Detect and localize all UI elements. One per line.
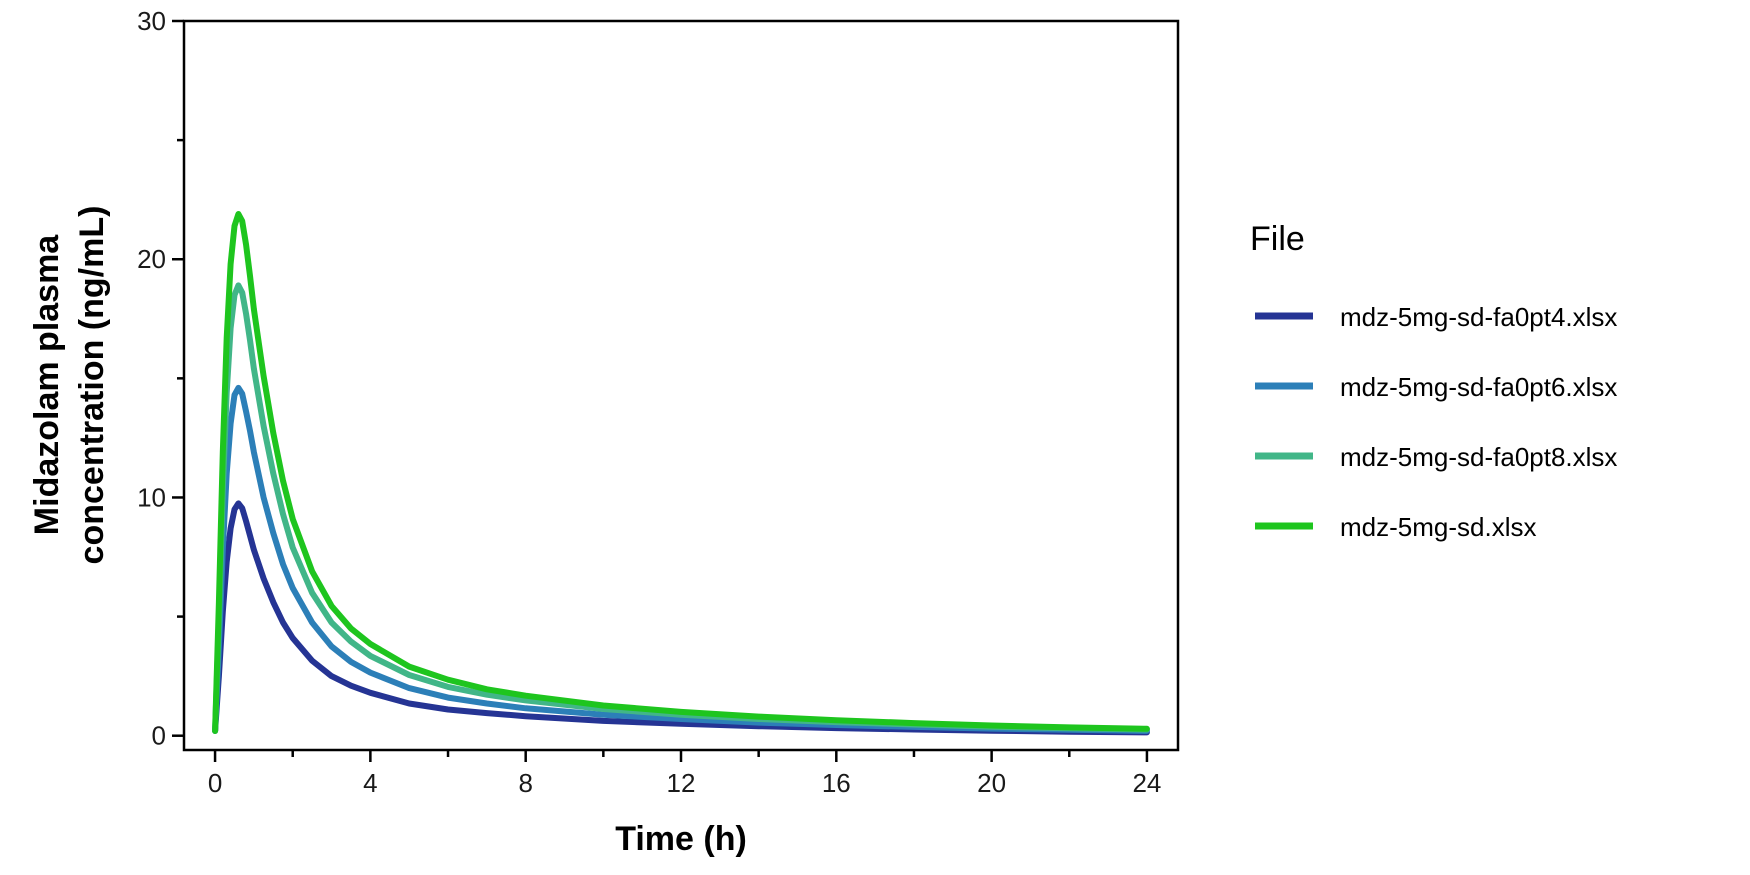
x-tick-label: 24: [1132, 768, 1161, 798]
series-line-4: [212, 211, 1150, 734]
x-tick-label: 8: [518, 768, 532, 798]
legend-item: mdz-5mg-sd-fa0pt6.xlsx: [1255, 372, 1617, 402]
plot-area: [212, 211, 1150, 736]
x-axis-title: Time (h): [615, 820, 747, 858]
y-tick-label: 20: [137, 244, 166, 274]
y-tick-label: 10: [137, 482, 166, 512]
x-axis: 0 4 8 12 16 20 24: [208, 750, 1161, 798]
x-tick-label: 4: [363, 768, 377, 798]
x-tick-label: 0: [208, 768, 222, 798]
y-axis: 0 10 20 30: [137, 6, 184, 751]
legend-title: File: [1250, 220, 1305, 258]
legend-item: mdz-5mg-sd-fa0pt4.xlsx: [1255, 302, 1617, 332]
y-axis-title-group: Midazolam plasma concentration (ng/mL): [28, 206, 111, 565]
y-axis-title-line-1: Midazolam plasma: [28, 234, 66, 536]
x-tick-label: 16: [822, 768, 851, 798]
series-line-2: [212, 384, 1150, 734]
legend: File mdz-5mg-sd-fa0pt4.xlsx mdz-5mg-sd-fa…: [1250, 220, 1617, 542]
legend-label: mdz-5mg-sd.xlsx: [1340, 512, 1536, 542]
y-axis-title-line-2: concentration (ng/mL): [73, 206, 111, 565]
x-tick-label: 12: [667, 768, 696, 798]
legend-label: mdz-5mg-sd-fa0pt8.xlsx: [1340, 442, 1617, 472]
legend-label: mdz-5mg-sd-fa0pt6.xlsx: [1340, 372, 1617, 402]
y-tick-label: 0: [152, 721, 166, 751]
y-tick-label: 30: [137, 6, 166, 36]
plot-frame: [182, 19, 1180, 752]
x-tick-label: 20: [977, 768, 1006, 798]
legend-label: mdz-5mg-sd-fa0pt4.xlsx: [1340, 302, 1617, 332]
legend-item: mdz-5mg-sd-fa0pt8.xlsx: [1255, 442, 1617, 472]
legend-item: mdz-5mg-sd.xlsx: [1255, 512, 1536, 542]
series-line-1: [212, 500, 1150, 736]
